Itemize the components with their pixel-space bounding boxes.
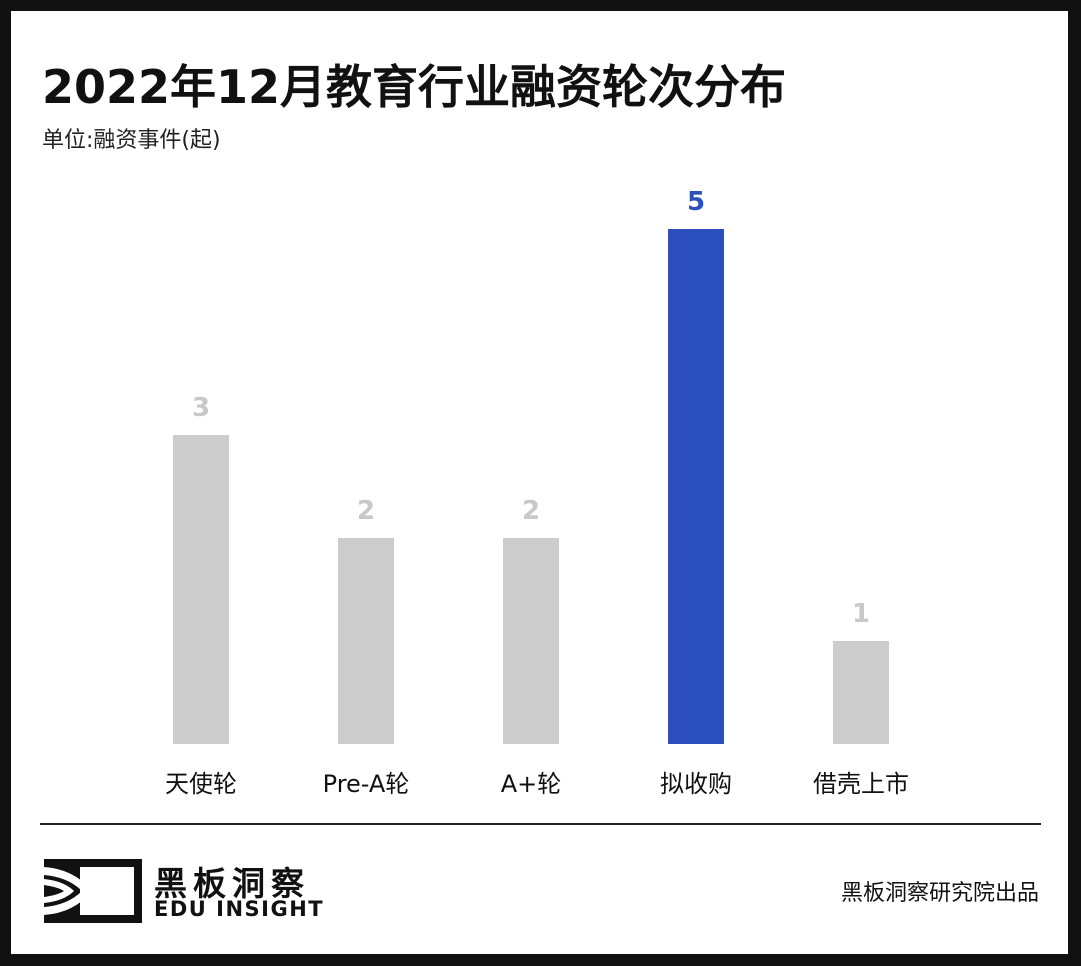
- logo-english-name: EDU INSIGHT: [154, 897, 325, 921]
- bar-0: [173, 435, 229, 744]
- category-label: 拟收购: [660, 770, 732, 798]
- category-label: Pre-A轮: [322, 770, 410, 798]
- brand-logo: 黑板洞察 EDU INSIGHT: [44, 857, 325, 923]
- bar-1: [338, 538, 394, 744]
- logo-chinese-name: 黑板洞察: [154, 864, 310, 903]
- category-label: 借壳上市: [813, 770, 909, 798]
- category-label: 天使轮: [165, 770, 237, 798]
- bar-value-label: 5: [686, 187, 706, 217]
- bar-4: [833, 641, 889, 744]
- footer-divider: [40, 823, 1041, 825]
- chart-title: 2022年12月教育行业融资轮次分布: [42, 60, 787, 114]
- bar-chart-plot: 3 天使轮 2 Pre-A轮 2 A+轮 5 拟收购 1 借壳上市: [11, 11, 1068, 811]
- category-label: A+轮: [500, 770, 562, 798]
- bar-value-label: 3: [191, 393, 211, 423]
- eye-in-frame-icon: [44, 859, 142, 923]
- bar-value-label: 1: [851, 599, 871, 629]
- bar-3: [668, 229, 724, 744]
- bar-value-label: 2: [356, 496, 376, 526]
- chart-frame: 2022年12月教育行业融资轮次分布 单位:融资事件(起) 3 天使轮 2 Pre-A…: [11, 11, 1068, 954]
- unit-label: 单位:融资事件(起): [42, 128, 221, 153]
- bar-2: [503, 538, 559, 744]
- credit-text: 黑板洞察研究院出品: [840, 881, 1039, 906]
- bar-value-label: 2: [521, 496, 541, 526]
